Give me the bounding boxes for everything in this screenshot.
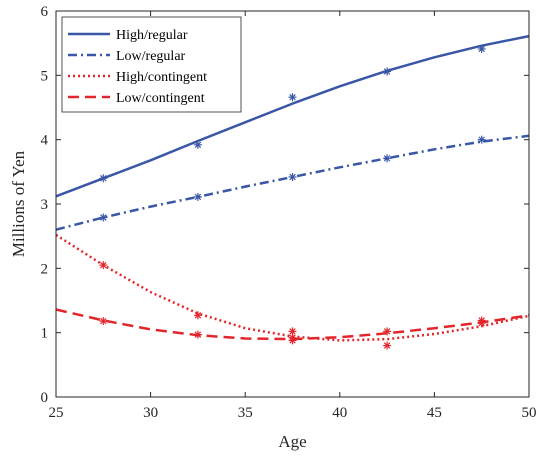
- data-marker: [288, 172, 297, 181]
- y-axis-label: Millions of Yen: [9, 150, 28, 257]
- data-marker: [383, 154, 392, 163]
- data-marker: [383, 67, 392, 76]
- legend-label-3: Low/contingent: [116, 91, 205, 106]
- x-tick-label: 25: [49, 405, 64, 421]
- x-tick-label: 35: [238, 405, 253, 421]
- y-tick-label: 3: [41, 197, 49, 213]
- legend-label-2: High/contingent: [116, 70, 207, 85]
- data-marker: [193, 192, 202, 201]
- y-tick-label: 1: [41, 326, 49, 342]
- data-marker: [99, 317, 108, 326]
- x-tick-label: 45: [427, 405, 442, 421]
- x-axis-label: Age: [278, 432, 306, 451]
- data-marker: [99, 213, 108, 222]
- data-marker: [477, 44, 486, 53]
- y-tick-label: 6: [41, 4, 49, 20]
- data-marker: [383, 327, 392, 336]
- series-line-0: [55, 34, 530, 198]
- y-tick-label: 5: [41, 68, 49, 84]
- legend-label-1: Low/regular: [116, 49, 186, 64]
- legend: High/regular Low/regular High/contingent Lo…: [61, 16, 242, 113]
- data-marker: [193, 140, 202, 149]
- data-marker: [383, 341, 392, 350]
- data-marker: [193, 330, 202, 339]
- data-marker: [288, 333, 297, 342]
- data-marker: [99, 174, 108, 183]
- data-marker: [99, 261, 108, 270]
- x-tick-label: 50: [522, 405, 537, 421]
- x-tick-label: 40: [332, 405, 347, 421]
- y-tick-label: 0: [41, 390, 49, 406]
- data-marker: [288, 93, 297, 102]
- data-marker: [477, 135, 486, 144]
- y-tick-label: 4: [41, 133, 49, 149]
- x-tick-label: 30: [143, 405, 158, 421]
- legend-label-0: High/regular: [116, 28, 188, 43]
- marker-layer: [99, 44, 486, 350]
- data-marker: [477, 316, 486, 325]
- data-marker: [193, 311, 202, 320]
- y-tick-label: 2: [41, 261, 49, 277]
